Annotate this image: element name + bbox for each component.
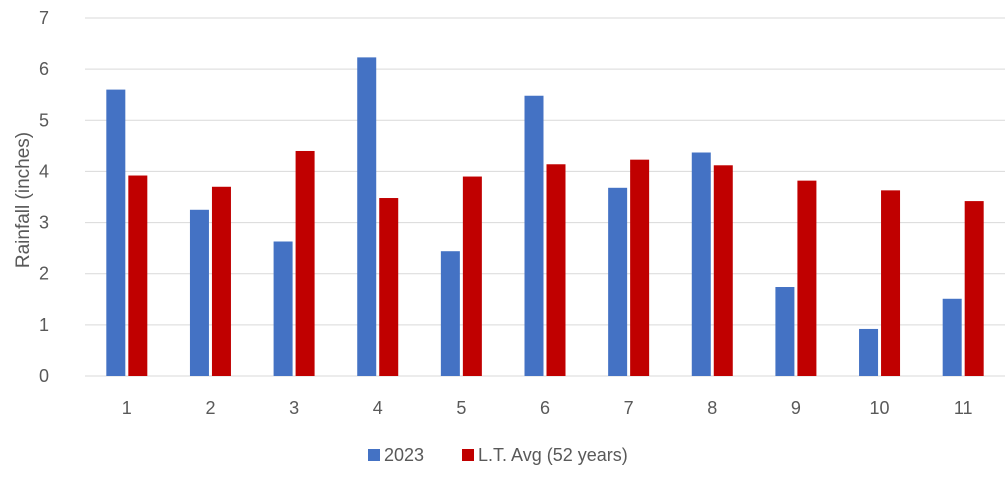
- bar-series-1-7: [608, 187, 628, 376]
- bar-series-1-3: [273, 241, 293, 376]
- x-tick-label: 11: [954, 398, 973, 418]
- bar-series-1-4: [357, 57, 377, 376]
- bar-series-1-6: [524, 95, 544, 376]
- bar-series-1-1: [106, 89, 126, 376]
- bars: [106, 57, 984, 376]
- y-tick-label: 2: [39, 264, 49, 284]
- x-tick-label: 7: [624, 398, 634, 418]
- bar-series-1-2: [189, 209, 209, 376]
- legend: 2023 L.T. Avg (52 years): [368, 445, 628, 465]
- bar-series-2-3: [295, 150, 315, 376]
- bar-series-1-9: [775, 287, 795, 376]
- y-tick-label: 1: [39, 315, 49, 335]
- legend-swatch: [462, 449, 474, 461]
- y-tick-label: 7: [39, 8, 49, 28]
- legend-label: L.T. Avg (52 years): [478, 445, 628, 465]
- y-axis-ticks: 0 1 2 3 4 5 6 7: [39, 8, 49, 386]
- y-tick-label: 0: [39, 366, 49, 386]
- bar-series-2-1: [128, 175, 148, 376]
- bar-series-2-7: [630, 159, 650, 376]
- x-tick-label: 1: [122, 398, 132, 418]
- x-axis-ticks: 1 2 3 4 5 6 7 8 9 10 11: [122, 398, 973, 418]
- y-tick-label: 4: [39, 161, 49, 181]
- gridlines: [85, 17, 1005, 377]
- x-tick-label: 8: [707, 398, 717, 418]
- x-tick-label: 4: [373, 398, 383, 418]
- bar-series-2-6: [546, 164, 566, 376]
- y-tick-label: 3: [39, 213, 49, 233]
- bar-series-1-10: [859, 328, 879, 376]
- bar-series-1-5: [440, 251, 460, 376]
- x-tick-label: 2: [205, 398, 215, 418]
- legend-swatch: [368, 449, 380, 461]
- bar-series-2-4: [379, 198, 399, 376]
- bar-series-2-2: [211, 186, 231, 376]
- x-tick-label: 5: [456, 398, 466, 418]
- bar-series-1-11: [942, 298, 962, 376]
- x-tick-label: 10: [870, 398, 890, 418]
- bar-series-2-10: [881, 190, 901, 376]
- bar-series-1-8: [691, 152, 711, 376]
- x-tick-label: 9: [791, 398, 801, 418]
- legend-label: 2023: [384, 445, 424, 465]
- y-tick-label: 5: [39, 110, 49, 130]
- x-tick-label: 6: [540, 398, 550, 418]
- x-tick-label: 3: [289, 398, 299, 418]
- y-tick-label: 6: [39, 59, 49, 79]
- y-axis-title: Rainfall (inches): [13, 132, 34, 268]
- bar-series-2-9: [797, 180, 817, 376]
- bar-series-2-5: [462, 176, 482, 376]
- bar-series-2-11: [964, 201, 984, 376]
- bar-series-2-8: [713, 165, 733, 376]
